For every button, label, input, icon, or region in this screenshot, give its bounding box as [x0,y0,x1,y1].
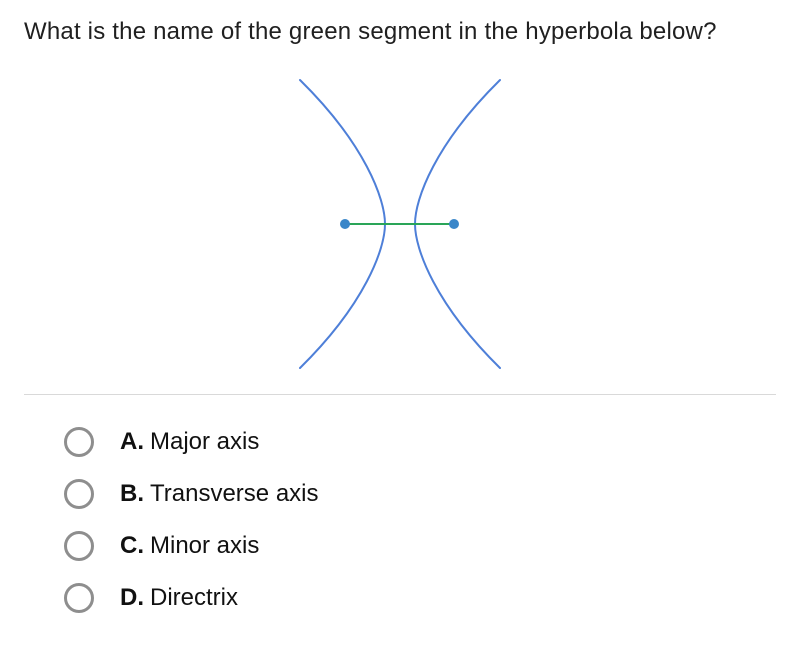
option-letter: B. [120,480,144,507]
option-text: A.Major axis [120,428,259,456]
option-text: B.Transverse axis [120,480,319,508]
option-label: Directrix [150,584,238,611]
radio-icon[interactable] [64,583,94,613]
option-d[interactable]: D.Directrix [64,583,776,613]
focus-left-point [340,219,350,229]
option-label: Major axis [150,428,259,455]
quiz-container: What is the name of the green segment in… [0,0,800,670]
option-text: D.Directrix [120,584,238,612]
question-text: What is the name of the green segment in… [24,18,776,46]
option-b[interactable]: B.Transverse axis [64,479,776,509]
option-label: Minor axis [150,532,259,559]
radio-icon[interactable] [64,479,94,509]
option-c[interactable]: C.Minor axis [64,531,776,561]
option-letter: C. [120,532,144,559]
radio-icon[interactable] [64,531,94,561]
options-list: A.Major axis B.Transverse axis C.Minor a… [24,395,776,613]
option-text: C.Minor axis [120,532,259,560]
hyperbola-svg [190,54,610,394]
option-letter: D. [120,584,144,611]
hyperbola-figure [24,54,776,394]
radio-icon[interactable] [64,427,94,457]
focus-right-point [449,219,459,229]
option-label: Transverse axis [150,480,319,507]
option-letter: A. [120,428,144,455]
option-a[interactable]: A.Major axis [64,427,776,457]
